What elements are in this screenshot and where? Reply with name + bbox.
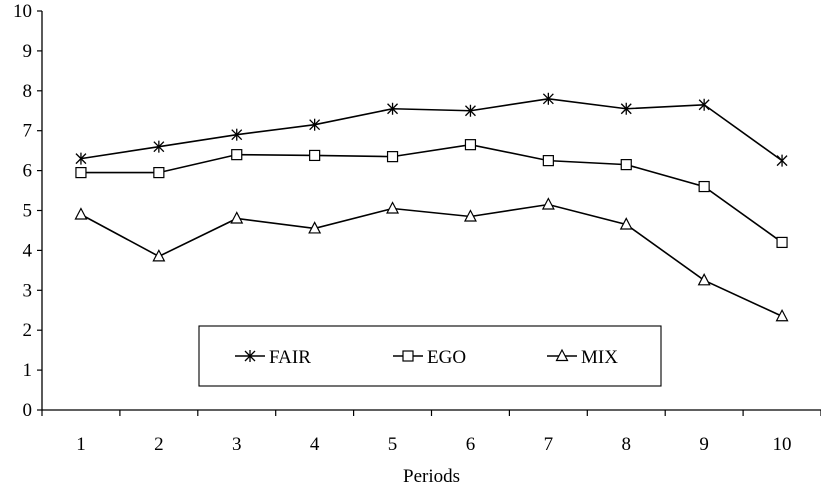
data-point-fair: [75, 152, 87, 165]
data-point-mix: [74, 207, 88, 220]
x-tick-label: 7: [544, 434, 554, 455]
series-line-fair: [80, 97, 783, 162]
data-point-ego: [698, 180, 710, 193]
data-point-ego: [309, 149, 321, 162]
x-tick-label: 10: [773, 434, 792, 455]
legend-marker-mix: [555, 348, 569, 362]
data-point-ego: [464, 139, 477, 151]
y-tick-label: 1: [23, 360, 33, 381]
x-axis-title: Periods: [403, 466, 460, 487]
series-line-mix: [80, 203, 783, 317]
y-tick-label: 9: [23, 41, 33, 62]
data-point-mix: [541, 197, 555, 210]
y-tick-label: 2: [23, 320, 33, 341]
legend-label-ego: EGO: [427, 347, 466, 368]
y-tick-label: 10: [13, 1, 32, 22]
data-point-fair: [698, 98, 710, 111]
x-tick-label: 6: [466, 434, 476, 455]
y-tick-label: 7: [23, 121, 33, 142]
data-point-ego: [386, 151, 399, 163]
data-point-fair: [309, 118, 321, 131]
y-tick-label: 8: [23, 81, 33, 102]
series-line-ego: [80, 143, 783, 244]
x-tick-label: 1: [76, 434, 86, 455]
y-tick-label: 0: [23, 400, 33, 421]
x-tick-label: 5: [388, 434, 398, 455]
y-tick-label: 4: [23, 240, 33, 261]
y-tick-label: 5: [23, 201, 33, 222]
data-point-mix: [386, 201, 400, 214]
data-point-mix: [152, 249, 166, 262]
y-tick-label: 3: [23, 280, 33, 301]
x-tick-label: 9: [699, 434, 709, 455]
legend-label-mix: MIX: [581, 347, 618, 368]
data-point-ego: [153, 166, 165, 179]
data-point-fair: [542, 92, 554, 105]
data-point-mix: [463, 209, 477, 222]
data-point-mix: [230, 211, 244, 224]
data-point-mix: [308, 221, 322, 234]
data-point-ego: [75, 166, 87, 179]
x-tick-label: 2: [154, 434, 164, 455]
x-tick-label: 3: [232, 434, 242, 455]
data-point-mix: [619, 217, 633, 230]
legend-marker-ego: [402, 350, 414, 362]
y-tick-label: 6: [23, 161, 33, 182]
data-point-fair: [387, 102, 399, 115]
data-point-mix: [775, 308, 789, 322]
data-point-ego: [542, 155, 554, 167]
legend-marker-fair: [244, 350, 256, 362]
data-point-ego: [776, 236, 788, 249]
data-point-ego: [620, 159, 632, 171]
x-tick-label: 8: [622, 434, 632, 455]
data-point-fair: [231, 128, 243, 141]
data-point-fair: [153, 140, 165, 153]
data-point-mix: [697, 273, 711, 286]
data-point-fair: [620, 102, 632, 115]
data-point-fair: [464, 104, 476, 117]
legend-label-fair: FAIR: [269, 347, 311, 368]
x-tick-label: 4: [310, 434, 320, 455]
data-point-fair: [776, 154, 788, 167]
legend-box: [198, 325, 662, 387]
data-point-ego: [231, 149, 243, 161]
